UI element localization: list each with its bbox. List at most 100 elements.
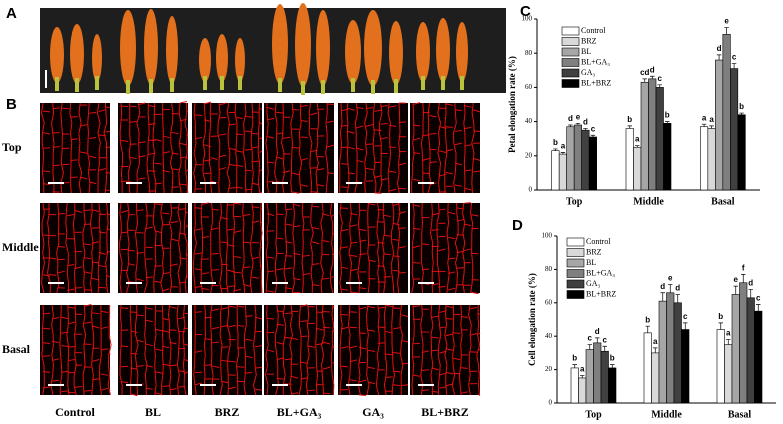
wall: [340, 365, 349, 368]
wall: [383, 304, 388, 396]
wall: [300, 184, 308, 187]
cell-walls: [264, 304, 335, 396]
wall: [169, 341, 177, 345]
wall: [445, 333, 453, 337]
wall: [365, 123, 374, 127]
petal-base: [149, 79, 153, 93]
wall: [83, 243, 92, 246]
wall: [349, 359, 357, 363]
wall: [284, 358, 292, 361]
wall: [162, 212, 170, 215]
wall: [378, 102, 383, 194]
petal: [345, 20, 361, 84]
bar: [731, 294, 740, 404]
wall: [82, 304, 87, 396]
wall: [300, 377, 308, 380]
wall: [349, 345, 357, 349]
wall: [392, 255, 400, 257]
wall: [453, 357, 461, 361]
wall: [169, 305, 177, 309]
wall: [356, 125, 364, 129]
significance-letter: b: [645, 315, 650, 324]
wall: [228, 386, 236, 390]
wall: [243, 102, 247, 194]
wall: [145, 343, 153, 347]
wall: [340, 346, 349, 349]
wall: [310, 202, 314, 294]
wall: [52, 107, 60, 110]
wall: [152, 202, 157, 294]
wall: [387, 102, 391, 194]
wall: [228, 187, 236, 189]
wall: [162, 330, 170, 333]
wall: [381, 202, 386, 294]
wall: [305, 304, 310, 396]
petal-base: [441, 76, 445, 90]
wall: [89, 111, 97, 114]
wall: [350, 224, 358, 227]
wall: [464, 169, 472, 172]
wall: [436, 202, 441, 294]
wall: [429, 202, 434, 294]
wall: [347, 130, 355, 134]
wall: [75, 313, 83, 316]
petal: [235, 38, 245, 82]
error-bar: [724, 27, 729, 35]
wall: [194, 350, 203, 353]
petal: [389, 21, 403, 85]
wall: [285, 208, 293, 211]
wall: [393, 327, 401, 330]
wall: [60, 102, 64, 194]
significance-letter: b: [627, 115, 632, 124]
bar: [681, 329, 690, 404]
legend-label: BL+GA₃: [581, 57, 610, 66]
wall: [421, 369, 429, 371]
petal: [456, 22, 468, 82]
wall: [411, 102, 415, 194]
wall: [331, 253, 335, 256]
legend-label: BL+BRZ: [586, 289, 616, 298]
error-bar: [741, 274, 746, 283]
wall: [120, 307, 129, 309]
y-tick-label: 80: [525, 49, 533, 57]
wall: [243, 266, 251, 269]
wall: [463, 248, 471, 252]
wall: [154, 230, 162, 234]
wall: [254, 345, 263, 348]
wall: [322, 326, 330, 329]
wall: [285, 241, 293, 244]
error-bar: [560, 152, 566, 155]
wall: [120, 248, 129, 251]
wall: [169, 202, 173, 294]
wall: [431, 283, 439, 286]
wall: [412, 152, 421, 155]
cell-walls: [40, 102, 111, 194]
bar: [673, 302, 682, 404]
y-tick-label: 40: [525, 117, 533, 125]
wall: [185, 253, 189, 256]
wall: [391, 304, 395, 396]
wall: [233, 230, 242, 234]
wall: [291, 172, 300, 176]
wall: [106, 228, 111, 231]
wall: [312, 241, 320, 245]
wall: [282, 136, 291, 139]
wall: [308, 102, 313, 194]
wall: [276, 268, 284, 271]
wall: [233, 288, 242, 292]
wall: [228, 360, 236, 363]
wall: [243, 213, 251, 217]
petal: [92, 34, 102, 82]
wall: [281, 102, 285, 194]
wall: [235, 117, 243, 119]
error-bar: [572, 364, 577, 368]
wall: [445, 305, 453, 309]
wall: [448, 236, 456, 240]
panel-label: D: [512, 217, 523, 234]
petal-base: [278, 78, 282, 92]
wall: [136, 314, 144, 317]
wall: [204, 119, 212, 123]
wall: [445, 383, 453, 387]
bar: [570, 367, 579, 404]
wall: [162, 345, 170, 349]
